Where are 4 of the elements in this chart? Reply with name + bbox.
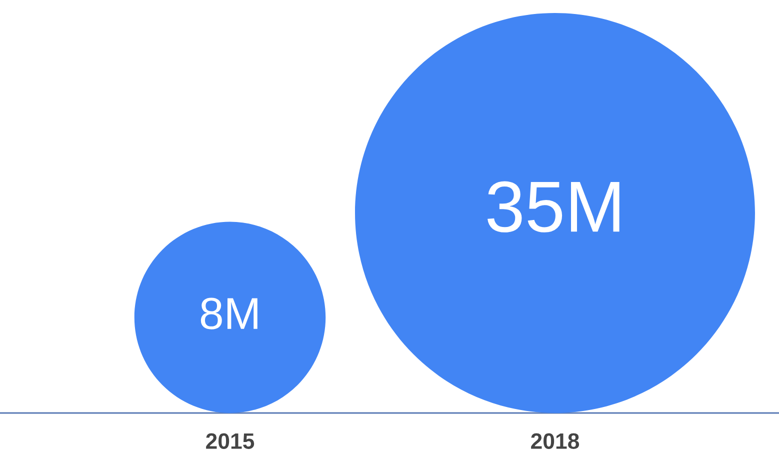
data-label: 8M xyxy=(200,298,258,330)
category-label: 2015 xyxy=(206,433,254,449)
category-label: 2018 xyxy=(531,433,580,449)
data-label: 35M xyxy=(488,181,620,232)
